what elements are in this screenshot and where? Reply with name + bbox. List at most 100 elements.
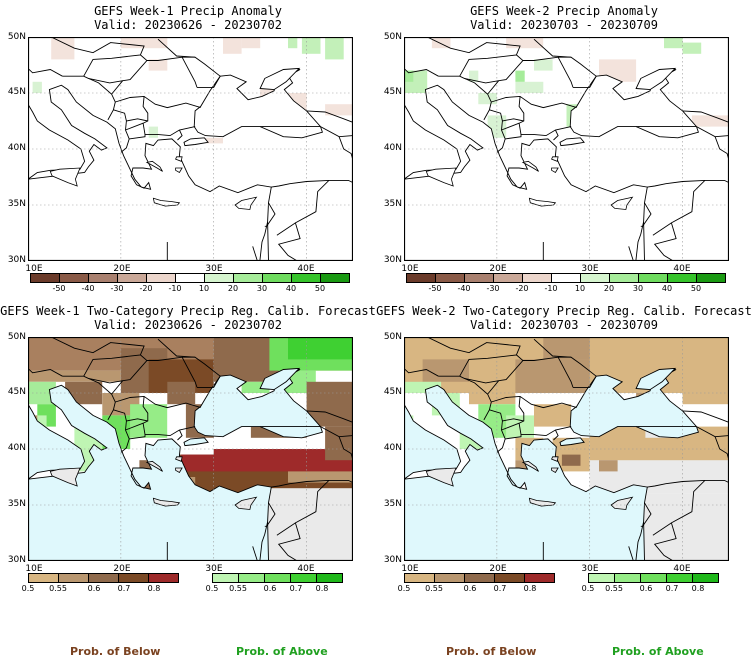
panel-week1-probability: GEFS Week-1 Two-Category Precip Reg. Cal… <box>0 300 376 600</box>
colorbar-swatch <box>404 573 435 583</box>
country-border <box>259 521 269 561</box>
colorbar-swatch <box>175 273 205 283</box>
island <box>528 197 557 207</box>
country-border <box>652 480 706 536</box>
lon-label-20e: 20E <box>489 264 507 274</box>
country-border <box>635 521 645 561</box>
country-border <box>653 522 677 561</box>
colorbar-swatch <box>59 273 89 283</box>
country-border <box>522 356 574 388</box>
colorbar-swatch <box>464 273 494 283</box>
sea-med <box>28 84 353 261</box>
lat-label-35n: 35N <box>7 199 26 209</box>
lat-label-50n: 50N <box>7 332 26 342</box>
country-border <box>115 395 201 409</box>
sea-azov <box>259 67 301 91</box>
lat-label-35n: 35N <box>383 199 402 209</box>
colorbar-tick-label: 0.6 <box>263 584 277 593</box>
colorbar-swatch <box>117 273 147 283</box>
lat-label-45n: 45N <box>7 87 26 97</box>
panel-title: GEFS Week-1 Two-Category Precip Reg. Cal… <box>0 304 376 318</box>
country-border <box>125 422 144 431</box>
country-border <box>142 96 196 137</box>
island <box>425 167 457 187</box>
colorbar-tick-label: 0.6 <box>463 584 477 593</box>
sea-med <box>404 384 729 561</box>
prob-below-colorbar: 0.5 0.55 0.6 0.7 0.8 <box>18 573 188 595</box>
colorbar-swatch <box>30 273 60 283</box>
colorbar-swatch <box>667 273 697 283</box>
prob-above-colorbar: 0.5 0.55 0.6 0.7 0.8 <box>582 573 734 595</box>
lat-label-30n: 30N <box>7 255 26 265</box>
country-border <box>505 134 522 140</box>
anomaly-colorbar: -50 -40 -30 -20 -10 10 20 30 40 50 <box>406 273 726 295</box>
sea-marmara <box>183 437 209 447</box>
colorbar-swatch <box>609 273 639 283</box>
colorbar-tick-label: 0.5 <box>21 584 35 593</box>
country-border <box>696 426 729 438</box>
country-border <box>277 222 301 261</box>
map-area <box>28 337 353 561</box>
lon-label-10e: 10E <box>25 564 43 574</box>
country-border <box>125 122 144 131</box>
lon-label-40e: 40E <box>673 564 691 574</box>
colorbar-swatch <box>316 573 343 583</box>
colorbar-tick-label: 20 <box>227 284 239 293</box>
island <box>49 167 81 187</box>
colorbar-swatch <box>148 573 179 583</box>
country-border <box>404 368 439 377</box>
colorbar-tick-label: 0.55 <box>229 584 247 593</box>
colorbar-tick-label: 40 <box>285 284 297 293</box>
country-border <box>142 396 196 437</box>
island <box>152 497 181 507</box>
colorbar-tick-label: 0.7 <box>289 584 303 593</box>
colorbar-tick-label: 0.7 <box>665 584 679 593</box>
panel-title: GEFS Week-2 Two-Category Precip Reg. Cal… <box>376 304 752 318</box>
colorbar-tick-label: 0.5 <box>397 584 411 593</box>
country-border <box>111 80 124 95</box>
island <box>425 467 457 487</box>
country-border <box>404 68 439 77</box>
lon-label-20e: 20E <box>113 564 131 574</box>
lon-label-40e: 40E <box>673 264 691 274</box>
island <box>521 460 539 472</box>
colorbar-swatch <box>212 573 239 583</box>
sea-med <box>404 84 729 261</box>
country-border <box>252 246 258 261</box>
lon-label-10e: 10E <box>25 264 43 274</box>
country-border <box>129 434 146 440</box>
colorbar-swatch <box>118 573 149 583</box>
country-border <box>51 37 145 77</box>
colorbar-swatch <box>638 273 668 283</box>
lon-label-20e: 20E <box>489 564 507 574</box>
country-border <box>276 180 330 236</box>
colorbar-swatch <box>614 573 641 583</box>
panel-title: GEFS Week-1 Precip Anomaly <box>94 4 282 18</box>
country-border <box>505 434 522 440</box>
country-border <box>276 480 330 536</box>
colorbar-swatch <box>696 273 726 283</box>
colorbar-tick-label: -40 <box>457 284 471 293</box>
colorbar-swatch <box>464 573 495 583</box>
country-border <box>438 54 524 84</box>
map-area <box>404 337 729 561</box>
panel-valid-dates: Valid: 20230703 - 20230709 <box>470 18 658 32</box>
colorbar-swatch <box>493 273 523 283</box>
country-border <box>696 126 729 138</box>
colorbar-tick-label: 20 <box>603 284 615 293</box>
panel-week1-anomaly: GEFS Week-1 Precip Anomaly Valid: 202306… <box>0 0 376 300</box>
colorbar-tick-label: 0.8 <box>523 584 537 593</box>
lat-label-35n: 35N <box>383 499 402 509</box>
country-border <box>88 77 116 121</box>
country-border <box>533 38 572 58</box>
colorbar-tick-label: 30 <box>256 284 268 293</box>
lon-label-40e: 40E <box>297 564 315 574</box>
colorbar-swatch <box>233 273 263 283</box>
island <box>521 160 539 172</box>
anomaly-colorbar: -50 -40 -30 -20 -10 10 20 30 40 50 <box>30 273 350 295</box>
colorbar-swatch <box>640 573 667 583</box>
country-border <box>518 96 572 137</box>
prob-above-colorbar: 0.5 0.55 0.6 0.7 0.8 <box>206 573 358 595</box>
island <box>175 167 183 174</box>
lon-label-30e: 30E <box>581 264 599 274</box>
